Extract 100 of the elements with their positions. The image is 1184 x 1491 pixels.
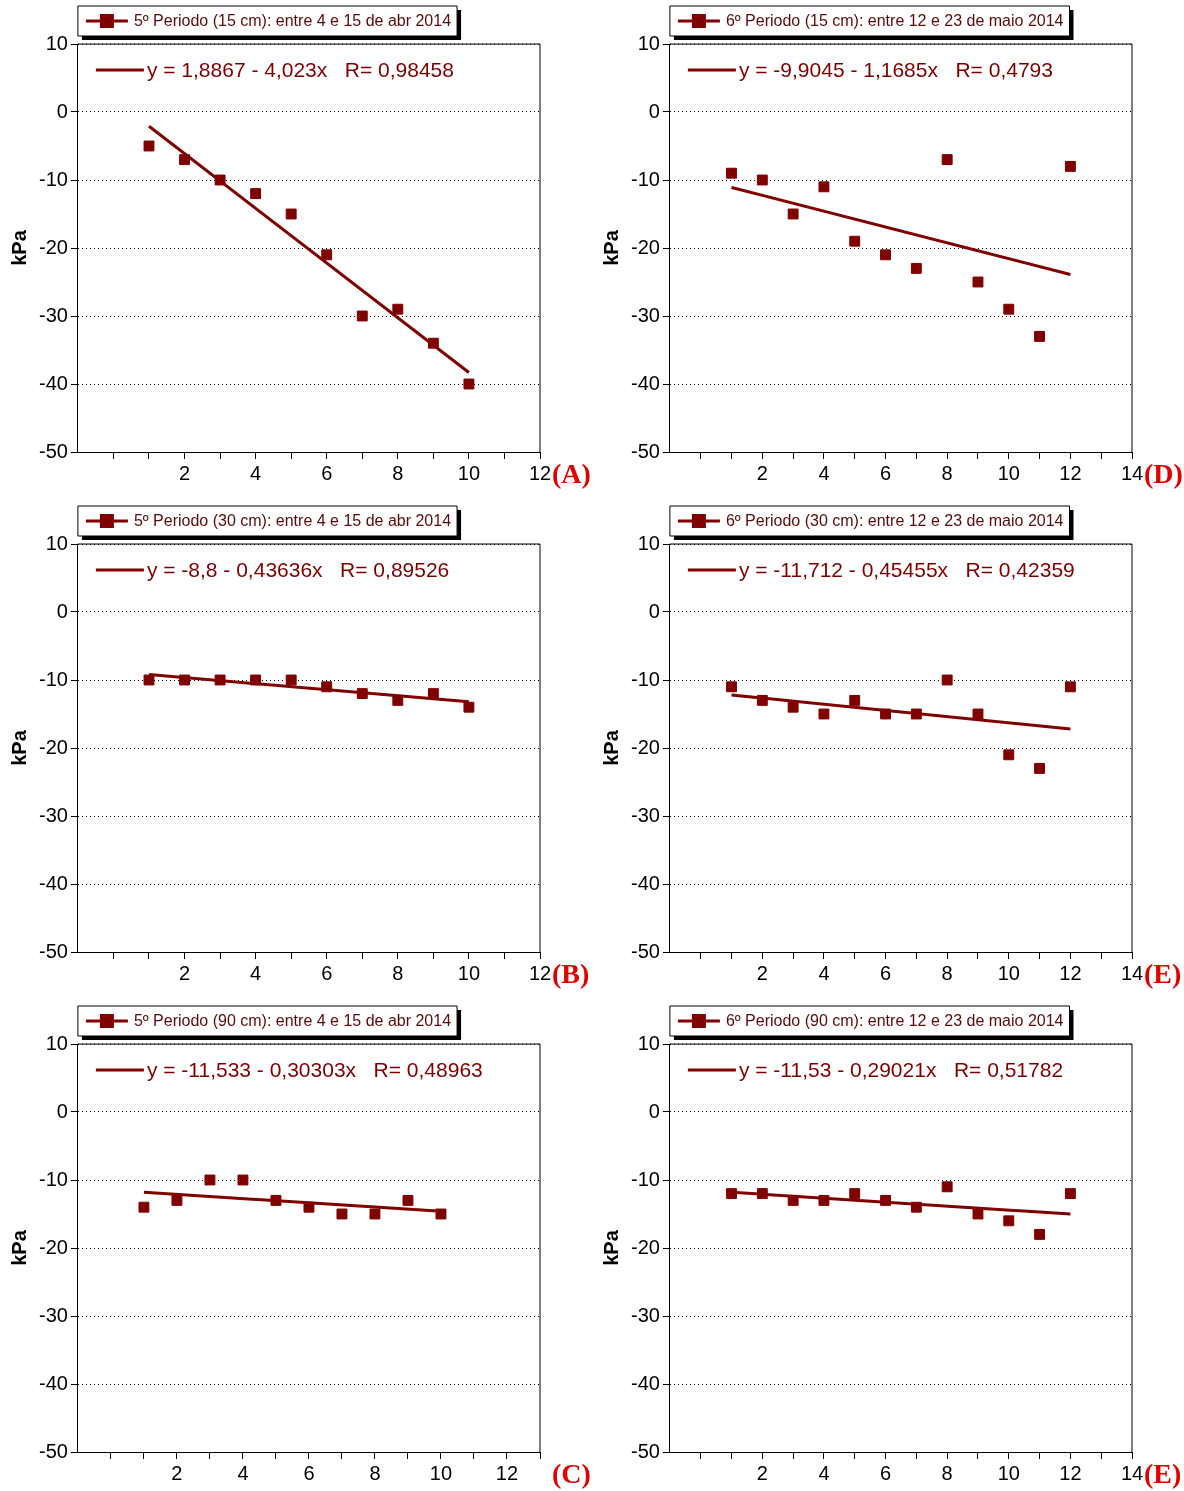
point xyxy=(726,1188,737,1200)
point xyxy=(756,1188,768,1200)
x-tick-label: 14 xyxy=(1120,1461,1144,1484)
point xyxy=(972,276,984,288)
point xyxy=(402,1194,414,1206)
y-axis-title: kPa xyxy=(7,729,30,766)
y-tick-label: -50 xyxy=(39,939,68,962)
point xyxy=(463,701,475,713)
point xyxy=(941,154,953,166)
x-tick-label: 4 xyxy=(818,1461,830,1484)
x-tick-label: 6 xyxy=(303,1461,315,1484)
point xyxy=(1003,1215,1015,1227)
x-tick-label: 12 xyxy=(528,461,552,484)
y-tick-label: -40 xyxy=(631,371,660,394)
x-tick-label: 14 xyxy=(1120,461,1144,484)
x-tick-label: 8 xyxy=(941,1461,953,1484)
point xyxy=(941,674,953,686)
y-tick-label: -10 xyxy=(631,167,660,190)
legend-label: 6º Periodo (15 cm): entre 12 e 23 de maio 2014 xyxy=(725,12,1064,30)
point xyxy=(910,262,922,274)
legend-label: 5º Periodo (90 cm): entre 4 e 15 de abr 2014 xyxy=(133,1012,452,1030)
y-tick-label: -30 xyxy=(631,303,660,326)
x-tick-label: 10 xyxy=(997,961,1020,984)
point xyxy=(356,310,368,322)
point xyxy=(435,1208,447,1220)
x-tick-label: 10 xyxy=(997,461,1020,484)
point xyxy=(849,235,861,247)
point xyxy=(972,708,984,720)
x-tick-label: 6 xyxy=(879,961,892,984)
x-tick-label: 6 xyxy=(321,961,333,984)
y-tick-label: -30 xyxy=(39,1303,68,1326)
y-tick-label: 0 xyxy=(56,599,68,622)
point xyxy=(463,378,475,390)
y-tick-label: 0 xyxy=(648,599,660,622)
y-tick-label: -20 xyxy=(39,735,68,758)
point xyxy=(321,681,333,693)
y-tick-label: -30 xyxy=(631,1303,660,1326)
x-tick-label: 10 xyxy=(997,1461,1020,1484)
point xyxy=(880,708,891,720)
point xyxy=(1064,160,1076,172)
point xyxy=(910,708,922,720)
y-axis-title: kPa xyxy=(7,229,30,266)
point xyxy=(880,249,891,261)
y-tick-label: -10 xyxy=(631,1167,660,1190)
point xyxy=(880,1194,891,1206)
legend-label: y = -11,533 - 0,30303x R= 0,48963 xyxy=(146,1057,483,1081)
x-tick-label: 6 xyxy=(879,461,892,484)
point xyxy=(237,1174,249,1186)
point xyxy=(1003,303,1015,315)
x-tick-label: 2 xyxy=(756,461,768,484)
point xyxy=(250,188,262,200)
point xyxy=(179,154,190,166)
y-tick-label: -20 xyxy=(631,235,660,258)
y-tick-label: -10 xyxy=(39,667,68,690)
x-tick-label: 10 xyxy=(457,461,481,484)
point xyxy=(138,1201,150,1213)
point xyxy=(270,1194,282,1206)
y-tick-label: -10 xyxy=(631,667,660,690)
y-tick-label: -20 xyxy=(631,1235,660,1258)
point xyxy=(179,674,190,686)
text: (E) xyxy=(1144,1458,1182,1490)
x-tick-label: 8 xyxy=(941,961,953,984)
y-tick-label: 0 xyxy=(56,1099,68,1122)
point xyxy=(787,701,799,713)
y-tick-label: -20 xyxy=(39,1235,68,1258)
point xyxy=(849,694,861,706)
point xyxy=(787,208,799,220)
point xyxy=(321,249,333,261)
text: (B) xyxy=(552,958,590,990)
y-tick-label: 10 xyxy=(637,1031,660,1054)
point xyxy=(726,681,737,693)
point xyxy=(303,1201,315,1213)
y-tick-label: 10 xyxy=(45,531,68,554)
text: (A) xyxy=(552,458,591,490)
point xyxy=(1034,1228,1046,1240)
y-tick-label: -30 xyxy=(39,803,68,826)
x-tick-label: 8 xyxy=(941,461,953,484)
point xyxy=(1064,681,1076,693)
point xyxy=(818,181,830,193)
y-tick-label: -50 xyxy=(39,1439,68,1462)
y-tick-label: -10 xyxy=(39,1167,68,1190)
x-tick-label: 8 xyxy=(369,1461,381,1484)
point xyxy=(356,688,368,700)
legend-label: 6º Periodo (30 cm): entre 12 e 23 de maio 2014 xyxy=(725,512,1064,530)
y-tick-label: -20 xyxy=(39,235,68,258)
point xyxy=(941,1181,953,1193)
point xyxy=(214,674,226,686)
x-tick-label: 2 xyxy=(178,461,191,484)
legend-label: 5º Periodo (15 cm): entre 4 e 15 de abr 2014 xyxy=(133,12,452,30)
y-axis-title: kPa xyxy=(7,1229,30,1266)
point xyxy=(756,174,768,186)
y-tick-label: -50 xyxy=(631,939,660,962)
y-tick-label: -30 xyxy=(39,303,68,326)
y-tick-label: 10 xyxy=(637,31,660,54)
y-tick-label: -30 xyxy=(631,803,660,826)
y-axis-title: kPa xyxy=(599,229,622,266)
y-tick-label: -40 xyxy=(39,871,68,894)
x-tick-label: 8 xyxy=(392,961,404,984)
y-tick-label: 10 xyxy=(637,531,660,554)
point xyxy=(369,1208,381,1220)
